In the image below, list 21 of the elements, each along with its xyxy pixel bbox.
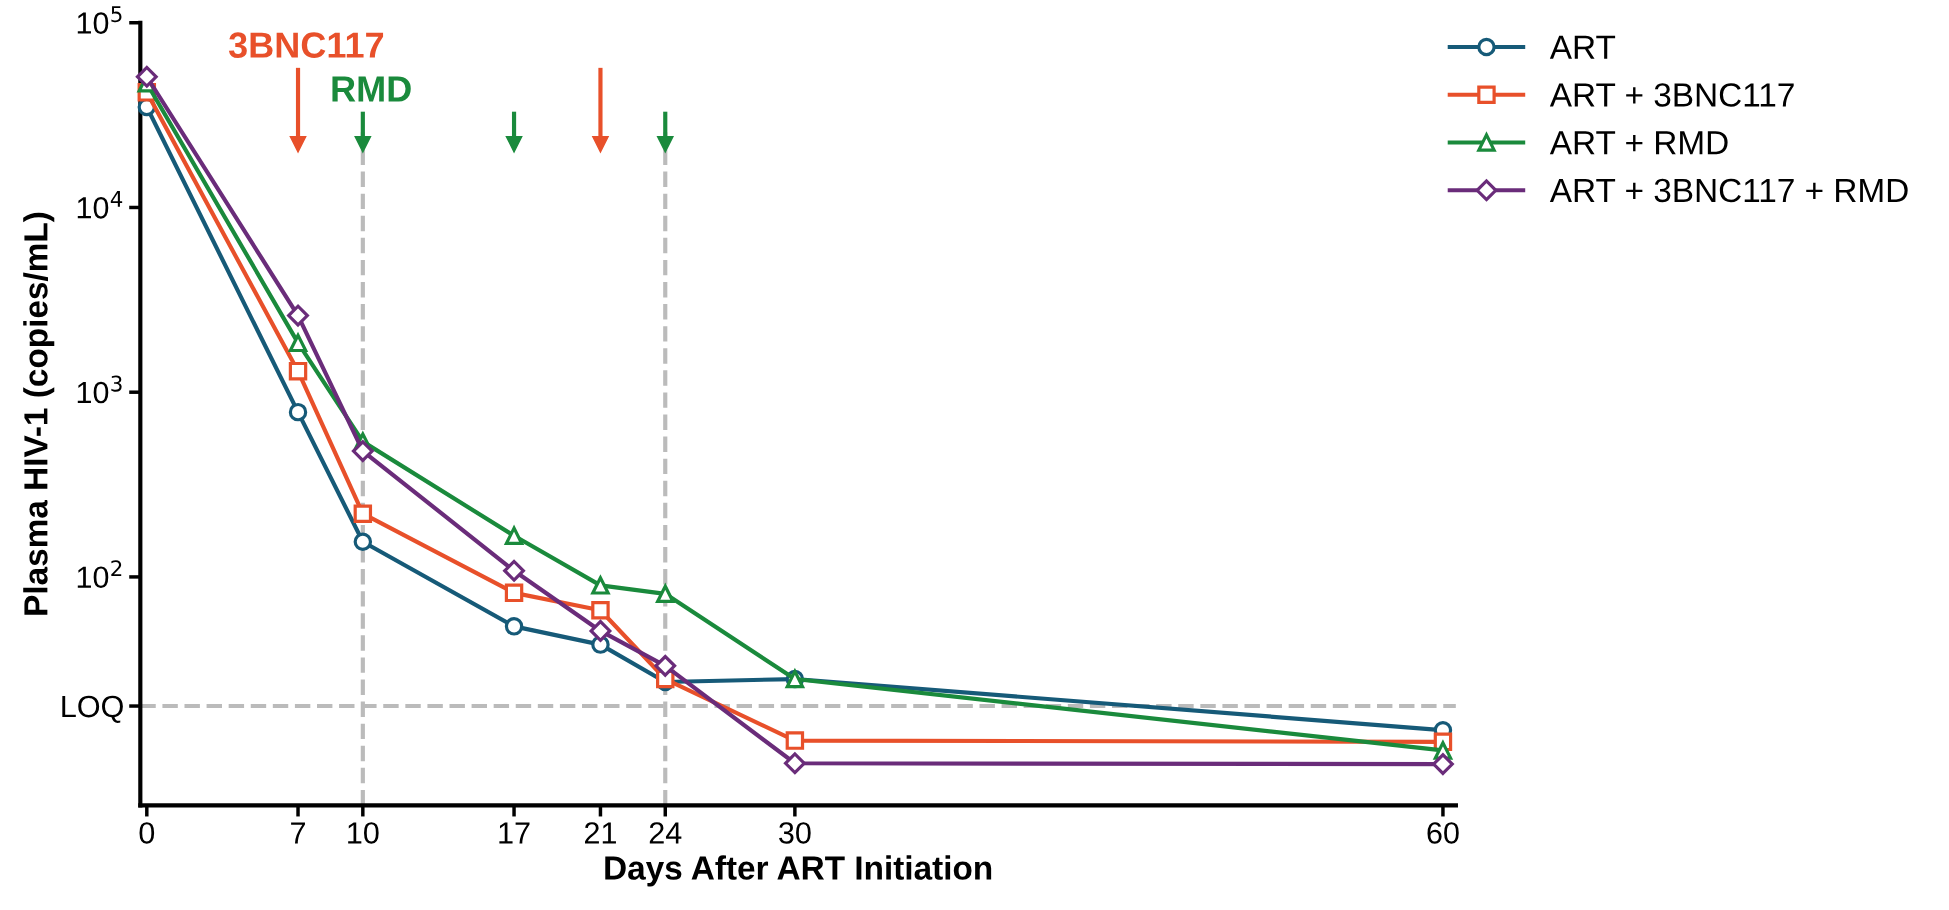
legend-label: ART + 3BNC117	[1549, 83, 1794, 107]
legend-label: ART + RMD	[1549, 131, 1728, 155]
x-tick-label: 21	[585, 822, 616, 844]
y-tick-label: 10$^{2}$	[77, 560, 122, 589]
legend-label: ART + 3BNC117 + RMD	[1549, 178, 1908, 203]
annotation: 3BNC117	[228, 32, 384, 58]
y-tick-label: 10$^{3}$	[77, 375, 122, 404]
x-tick-label: 30	[779, 822, 811, 844]
y-tick-label: LOQ	[62, 695, 123, 723]
x-tick-label: 10	[348, 822, 379, 844]
y-axis-title: Plasma HIV-1 (copies/mL)	[23, 212, 55, 615]
x-tick-label: 24	[649, 822, 682, 844]
x-tick-label: 60	[1427, 822, 1459, 844]
x-tick-label: 0	[139, 822, 155, 844]
legend-label: ART	[1549, 35, 1616, 59]
annotation: RMD	[332, 76, 411, 102]
y-tick-label: 10$^{5}$	[77, 6, 122, 34]
x-tick-label: 17	[499, 822, 530, 844]
x-tick-label: 7	[291, 822, 305, 844]
y-tick-label: 10$^{4}$	[77, 191, 123, 219]
x-axis-title: Days After ART Initiation	[605, 855, 992, 887]
